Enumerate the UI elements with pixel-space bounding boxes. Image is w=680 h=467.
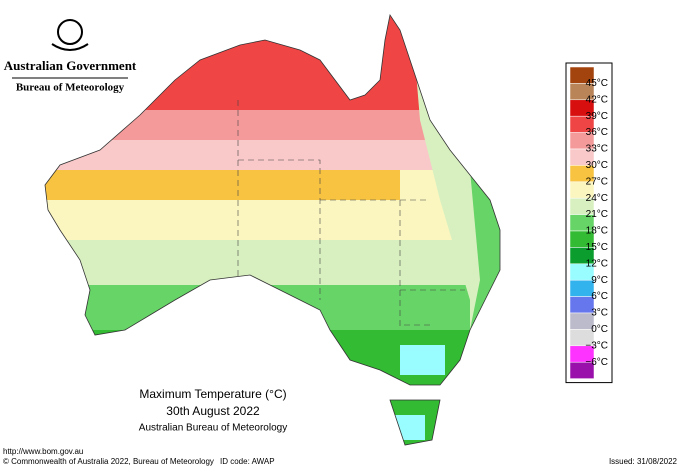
- agency-name: Australian Government: [4, 58, 137, 73]
- legend-label: 6°C: [591, 291, 608, 302]
- coastline: [44, 13, 501, 446]
- footer-copyright: © Commonwealth of Australia 2022, Bureau…: [3, 457, 214, 466]
- footer-issued: Issued: 31/08/2022: [609, 457, 678, 466]
- legend-label: 18°C: [586, 226, 608, 237]
- legend-label: 27°C: [586, 176, 608, 187]
- legend-label: 15°C: [586, 242, 608, 253]
- legend-label: 12°C: [586, 258, 608, 269]
- legend-label: 9°C: [591, 275, 608, 286]
- legend: 45°C 42°C 39°C 36°C 33°C 30°C 27°C 24°C 21°C 18°C…: [565, 62, 613, 384]
- bureau-name: Bureau of Meteorology: [16, 82, 125, 94]
- map-date: 30th August 2022: [166, 404, 260, 418]
- legend-label: 21°C: [586, 209, 608, 220]
- legend-label: −6°C: [585, 357, 608, 368]
- legend-label: 42°C: [586, 94, 608, 105]
- legend-label: 30°C: [586, 160, 608, 171]
- coat-of-arms: [51, 19, 89, 51]
- state-borders: [237, 100, 465, 330]
- legend-label: −3°C: [585, 340, 608, 351]
- footer-url: http://www.bom.gov.au: [3, 447, 83, 456]
- legend-label: 24°C: [586, 193, 608, 204]
- footer-id: ID code: AWAP: [220, 457, 275, 466]
- legend-label: 39°C: [586, 111, 608, 122]
- map-source: Australian Bureau of Meteorology: [139, 423, 287, 434]
- map-title: Maximum Temperature (°C): [139, 387, 286, 401]
- legend-label: 0°C: [591, 324, 608, 335]
- legend-label: 33°C: [586, 144, 608, 155]
- legend-label: 45°C: [586, 78, 608, 89]
- legend-label: 36°C: [586, 127, 608, 138]
- legend-swatch: [569, 361, 595, 379]
- legend-label: 3°C: [591, 308, 608, 319]
